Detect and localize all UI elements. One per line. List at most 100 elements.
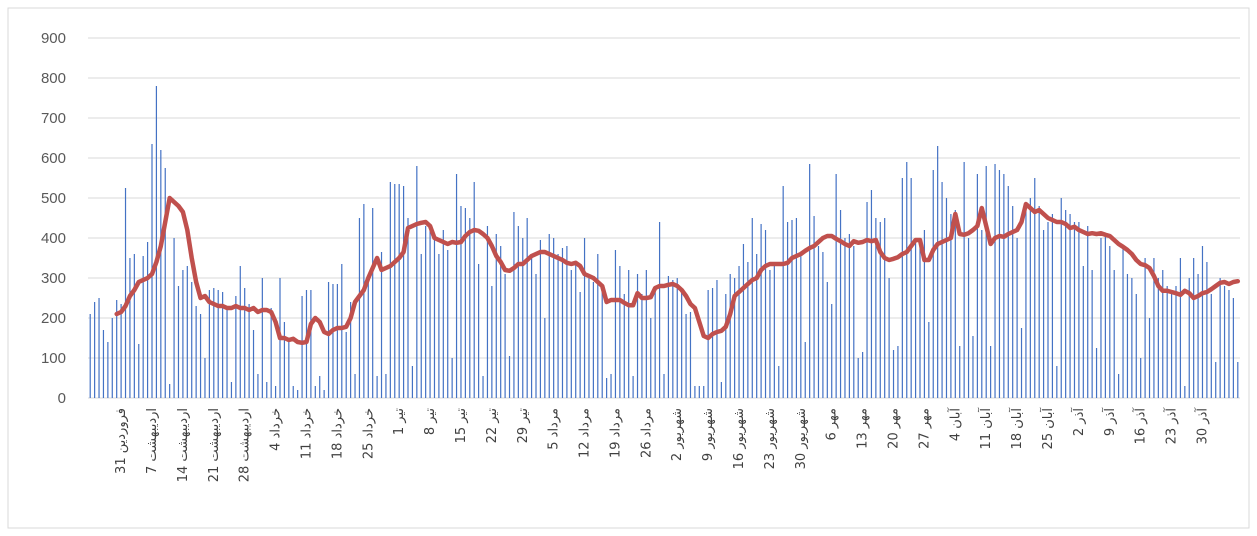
bar — [725, 294, 727, 398]
bar — [327, 282, 330, 398]
bar — [350, 302, 352, 398]
bar — [1029, 198, 1031, 398]
bar — [667, 276, 670, 398]
bar — [751, 218, 753, 398]
bar — [954, 210, 956, 398]
y-tick-label: 100 — [41, 350, 66, 367]
bar — [910, 178, 912, 398]
bar — [835, 174, 837, 398]
bar — [897, 346, 899, 398]
bar — [1056, 366, 1058, 398]
bar — [486, 226, 489, 398]
bar — [654, 286, 656, 398]
bar — [941, 182, 943, 398]
y-tick-label: 600 — [41, 150, 66, 167]
x-tick-label: 9 آذر — [1101, 407, 1118, 436]
y-tick-label: 200 — [41, 310, 66, 327]
bar — [579, 292, 581, 398]
bar — [1104, 234, 1106, 398]
bar — [791, 220, 793, 398]
bar — [548, 234, 550, 398]
bar — [1087, 226, 1089, 398]
bar — [169, 384, 171, 398]
bar — [319, 376, 321, 398]
bar — [756, 254, 758, 398]
bar — [813, 216, 815, 398]
bar — [575, 262, 577, 398]
bar — [160, 150, 162, 398]
bar — [786, 222, 789, 398]
bar — [703, 386, 705, 398]
bar — [919, 238, 921, 398]
bar — [491, 286, 493, 398]
bar — [1232, 298, 1234, 398]
x-tick-label: 1 تیر — [392, 408, 407, 436]
bar — [901, 178, 903, 398]
bar — [597, 254, 599, 398]
bar — [455, 174, 458, 398]
bar — [1051, 214, 1054, 398]
bar — [1135, 294, 1137, 398]
bar — [402, 186, 405, 398]
bar — [848, 234, 850, 398]
y-tick-label: 300 — [41, 270, 66, 287]
bar — [570, 270, 572, 398]
bar — [1034, 178, 1036, 398]
bar — [672, 280, 674, 398]
bar — [681, 290, 683, 398]
bar — [645, 270, 647, 398]
bar — [1179, 258, 1182, 398]
bar — [592, 282, 594, 398]
bar — [460, 206, 462, 398]
bar — [354, 374, 356, 398]
bar — [1140, 358, 1142, 398]
bar — [720, 382, 722, 398]
bar — [1025, 202, 1027, 398]
bar — [553, 238, 555, 398]
bar — [508, 356, 511, 398]
x-tick-label: 9 شهریور — [701, 408, 716, 461]
bar — [601, 290, 603, 398]
bar — [1166, 286, 1168, 398]
bar — [773, 266, 775, 398]
bar — [747, 262, 749, 398]
bar — [663, 374, 665, 398]
bar — [222, 292, 224, 398]
bar — [177, 286, 180, 398]
x-tick-label: 25 خرداد — [361, 408, 376, 459]
bar — [544, 318, 546, 398]
bar — [1162, 270, 1164, 398]
bar — [561, 248, 564, 398]
bar — [1100, 238, 1102, 398]
bar — [257, 374, 259, 398]
bar — [1069, 214, 1071, 398]
x-tick-label: 23 شهریور — [763, 408, 778, 469]
y-tick-label: 0 — [58, 390, 66, 407]
bar — [1042, 230, 1045, 398]
bar — [1038, 206, 1040, 398]
bar — [226, 308, 228, 398]
x-tick-label: 30 آذر — [1193, 407, 1210, 445]
bar — [195, 306, 197, 398]
bar — [213, 288, 215, 398]
bar — [530, 258, 533, 398]
bar — [998, 170, 1001, 398]
bar — [950, 214, 952, 398]
bar — [495, 234, 497, 398]
bar — [323, 390, 325, 398]
x-tick-label: 25 آبان — [1039, 407, 1056, 450]
bar — [959, 346, 961, 398]
bar — [1148, 318, 1151, 398]
bar — [1003, 174, 1005, 398]
bar — [870, 190, 873, 398]
bar — [120, 304, 122, 398]
bar — [129, 258, 131, 398]
bar — [1007, 186, 1009, 398]
bar — [1109, 246, 1111, 398]
bar — [1223, 286, 1226, 398]
bar — [341, 264, 343, 398]
bar — [914, 242, 917, 398]
bar — [376, 376, 378, 398]
bar — [89, 314, 91, 398]
y-tick-label: 800 — [41, 70, 66, 87]
